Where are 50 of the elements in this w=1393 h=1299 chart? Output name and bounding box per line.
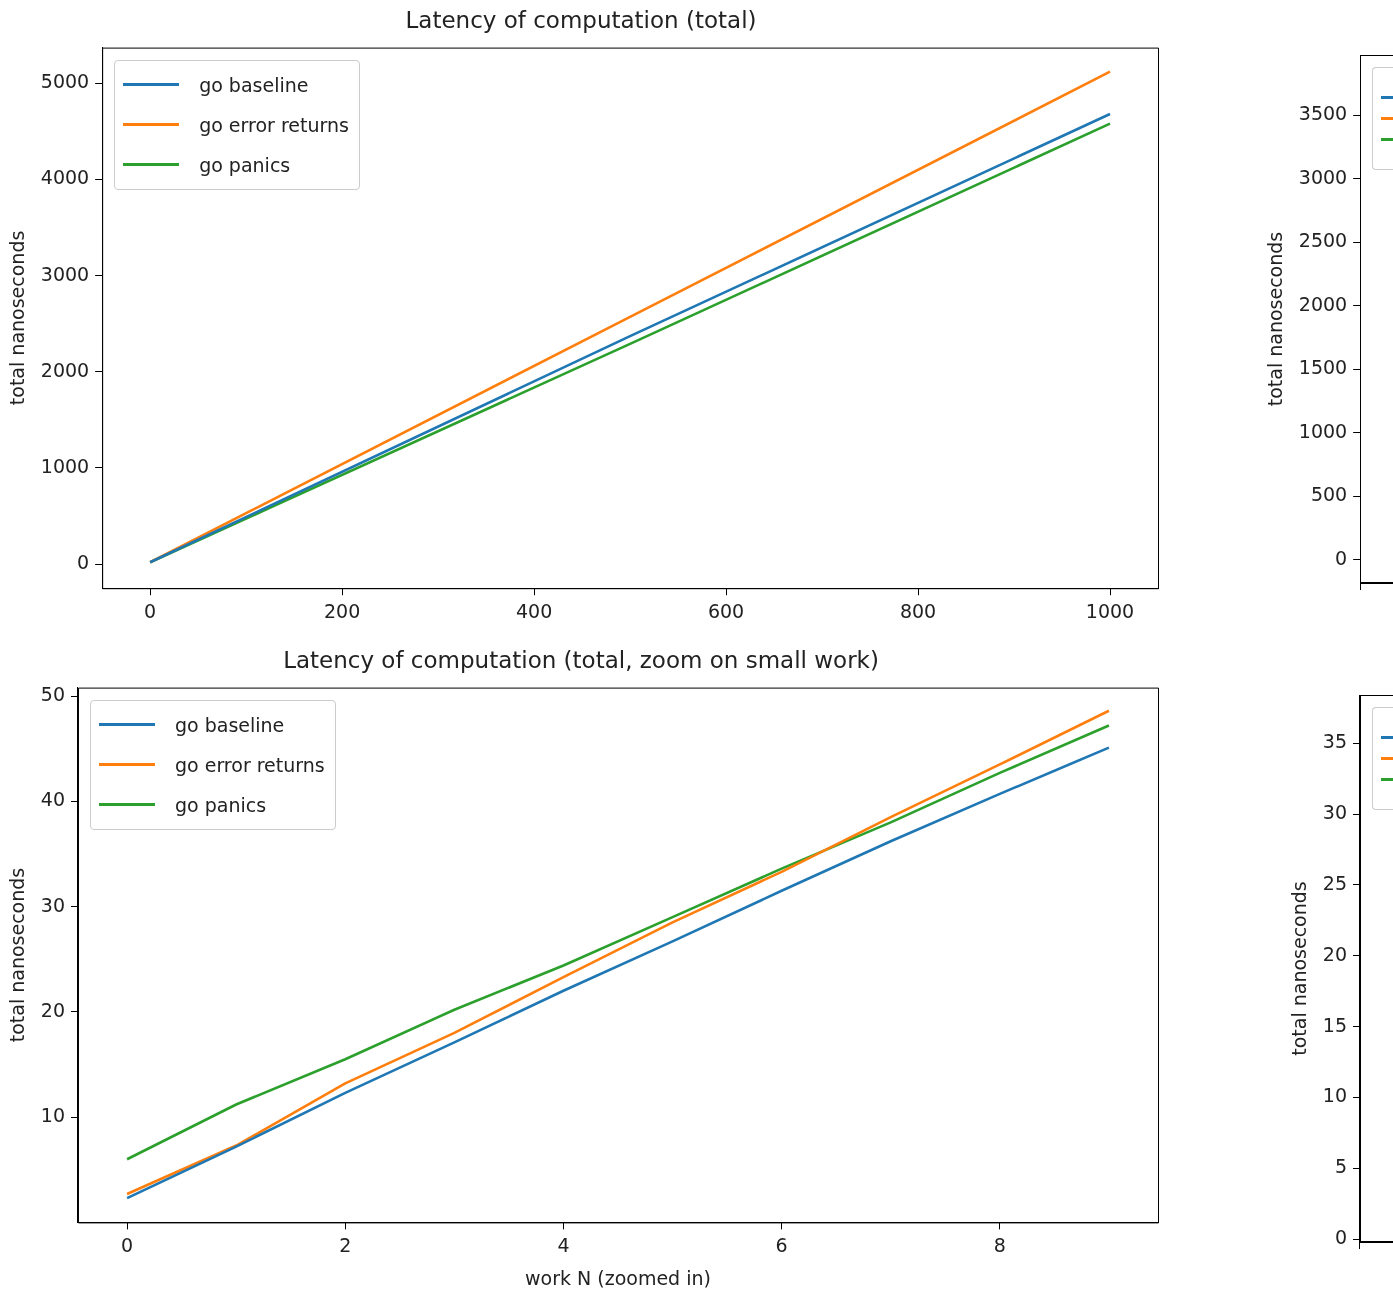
y-tick-label: 10 — [1322, 1084, 1347, 1107]
x-tick-label: 0 — [121, 1233, 134, 1256]
y-tick-label: 5000 — [40, 70, 90, 93]
x-tick-label: 600 — [707, 599, 745, 622]
legend-label: go baseline — [199, 73, 309, 96]
y-tick-label: 40 — [40, 788, 65, 811]
chart-title: Latency of computation (total) — [405, 6, 757, 33]
legend-label: go error returns — [174, 753, 325, 776]
y-tick-label: 3000 — [40, 262, 90, 285]
x-tick-label: 800 — [899, 599, 937, 622]
legend-label: go panics — [174, 793, 267, 816]
y-tick-label: 1000 — [40, 454, 90, 477]
y-tick-label: 0 — [1335, 546, 1348, 569]
y-tick-label: 20 — [1322, 942, 1347, 965]
y-axis-title: total nanoseconds — [1264, 231, 1287, 407]
y-axis-title: total nanoseconds — [6, 230, 29, 406]
y-tick-label: 2000 — [40, 358, 90, 381]
y-tick-label: 2000 — [1298, 292, 1348, 315]
y-axis-title: total nanoseconds — [1288, 881, 1311, 1056]
chart-title: Latency of computation (total, zoom on small work) — [283, 646, 879, 673]
x-tick-label: 8 — [993, 1233, 1006, 1256]
y-axis-title: total nanoseconds — [6, 867, 29, 1043]
legend-label: go panics — [199, 153, 291, 176]
legend-label: go baseline — [174, 713, 285, 736]
y-tick-label: 5 — [1334, 1155, 1347, 1178]
y-tick-label: 1000 — [1298, 419, 1348, 442]
x-tick-label: 0 — [144, 599, 157, 622]
y-tick-label: 30 — [40, 893, 65, 916]
y-tick-label: 500 — [1310, 483, 1348, 506]
x-tick-label: 4 — [557, 1233, 570, 1256]
x-tick-label: 400 — [515, 599, 553, 622]
y-tick-label: 2500 — [1298, 229, 1348, 252]
y-tick-label: 25 — [1322, 871, 1347, 894]
y-tick-label: 20 — [40, 998, 65, 1021]
x-tick-label: 1000 — [1085, 599, 1135, 622]
x-tick-label: 6 — [775, 1233, 788, 1256]
legend-label: go error returns — [199, 113, 349, 136]
y-tick-label: 35 — [1322, 730, 1347, 753]
y-tick-label: 3000 — [1298, 165, 1348, 188]
y-tick-label: 4000 — [40, 166, 90, 189]
y-tick-label: 15 — [1322, 1013, 1347, 1036]
y-tick-label: 10 — [40, 1104, 65, 1127]
y-tick-label: 3500 — [1298, 102, 1348, 125]
y-tick-label: 30 — [1322, 800, 1347, 823]
y-tick-label: 50 — [40, 682, 65, 705]
y-tick-label: 1500 — [1298, 356, 1348, 379]
x-tick-label: 200 — [323, 599, 361, 622]
x-axis-title: work N (zoomed in) — [525, 1266, 711, 1289]
x-tick-label: 2 — [339, 1233, 352, 1256]
y-tick-label: 0 — [77, 551, 90, 574]
